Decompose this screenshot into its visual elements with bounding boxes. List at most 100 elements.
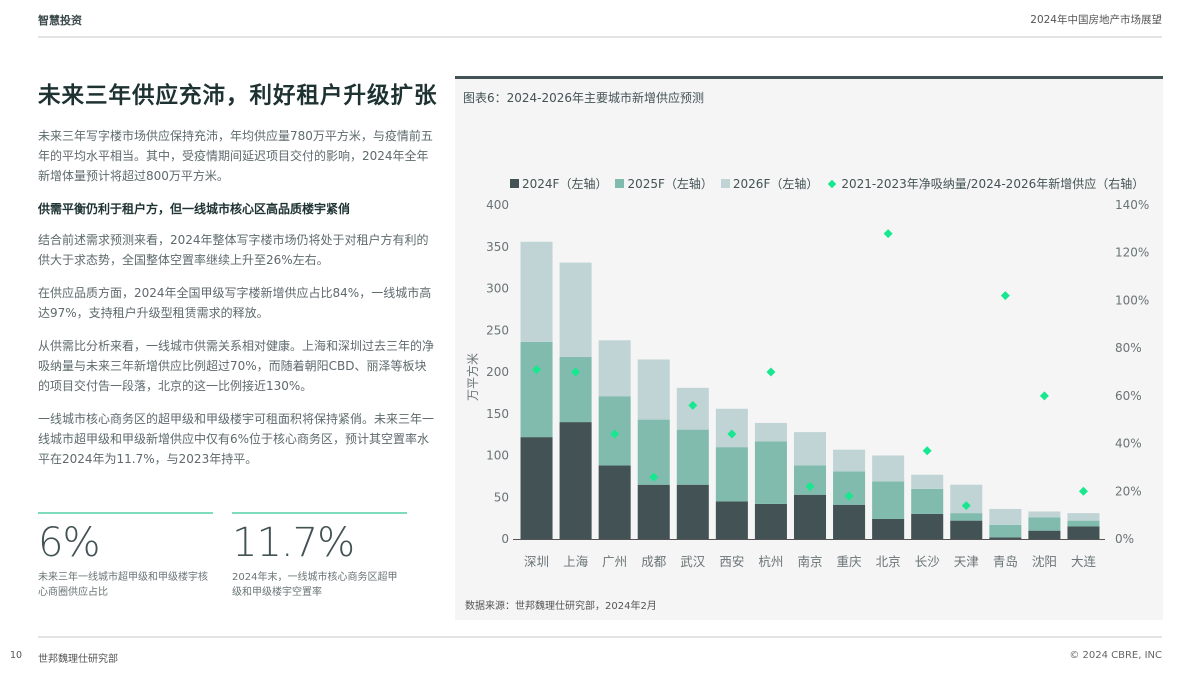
y-axis-tick: 200 bbox=[486, 365, 509, 379]
bar-segment bbox=[598, 340, 631, 397]
y-axis-tick: 350 bbox=[486, 240, 509, 254]
ratio-marker bbox=[532, 365, 542, 375]
x-axis-tick: 青岛 bbox=[993, 554, 1018, 569]
y-axis-tick: 50 bbox=[494, 490, 509, 504]
legend-swatch-icon bbox=[510, 179, 519, 188]
bar-segment bbox=[911, 488, 944, 514]
bar-segment bbox=[715, 408, 748, 448]
page-title: 未来三年供应充沛，利好租户升级扩张 bbox=[38, 83, 438, 109]
stat-value: 11.7% bbox=[232, 520, 355, 566]
subheading: 供需平衡仍利于租户方，但一线城市核心区高品质楼宇紧俏 bbox=[38, 202, 351, 216]
bar-segment bbox=[676, 484, 709, 539]
bar-segment bbox=[989, 508, 1022, 525]
bar-segment bbox=[989, 537, 1022, 539]
bar-segment bbox=[637, 484, 670, 539]
bar-segment bbox=[676, 429, 709, 485]
ratio-marker bbox=[766, 367, 776, 377]
x-axis-tick: 南京 bbox=[797, 554, 822, 569]
bar-segment bbox=[1028, 530, 1061, 539]
stat-core-supply-share: 6% 未来三年一线城市超甲级和甲级楼宇核心商圈供应占比 bbox=[38, 512, 213, 600]
stacked-bar-chart: 0 50 100 150 200 250 300 350 400 0% 20% 40% 60% 80% 10… bbox=[465, 198, 1149, 569]
ratio-marker bbox=[961, 501, 971, 511]
ratio-marker bbox=[1078, 486, 1088, 496]
y-axis-tick: 100 bbox=[486, 449, 509, 463]
bar-segment bbox=[754, 441, 787, 504]
ratio-marker bbox=[1039, 391, 1049, 401]
chart-title: 图表6：2024-2026年主要城市新增供应预测 bbox=[463, 91, 705, 105]
footer-org: 世邦魏理仕研究部 bbox=[38, 654, 118, 665]
bar-segment bbox=[872, 455, 905, 482]
legend-item-2026f: 2026F（左轴） bbox=[720, 175, 818, 192]
page-number: 10 bbox=[10, 650, 23, 661]
bar-segment bbox=[793, 494, 827, 539]
bar-segment bbox=[754, 503, 787, 539]
report-title: 2024年中国房地产市场展望 bbox=[1030, 14, 1162, 26]
y-axis-tick: 150 bbox=[486, 407, 509, 421]
bar-segment bbox=[1067, 526, 1100, 539]
bar-segment bbox=[559, 422, 592, 539]
legend-swatch-icon bbox=[615, 179, 625, 188]
stat-value: 6% bbox=[38, 520, 100, 566]
x-axis-tick: 杭州 bbox=[758, 554, 783, 569]
bar-segment bbox=[989, 524, 1022, 538]
bar-segment bbox=[950, 520, 983, 539]
stat-caption: 未来三年一线城市超甲级和甲级楼宇核心商圈供应占比 bbox=[38, 572, 208, 598]
x-axis-tick: 武汉 bbox=[680, 554, 706, 569]
y-axis-tick: 250 bbox=[486, 323, 509, 337]
bar-segment bbox=[1067, 520, 1100, 527]
y2-axis-tick: 20% bbox=[1115, 484, 1142, 498]
legend-item-2024f: 2024F（左轴） bbox=[510, 175, 607, 192]
bar-segment bbox=[1067, 513, 1100, 521]
chart-source: 数据来源：世邦魏理仕研究部，2024年2月 bbox=[465, 601, 657, 612]
x-axis-tick: 西安 bbox=[719, 554, 744, 569]
x-axis-tick: 长沙 bbox=[915, 554, 941, 569]
page-footer: 10 世邦魏理仕研究部 © 2024 CBRE, INC bbox=[10, 636, 1162, 665]
ratio-marker bbox=[1000, 291, 1010, 301]
chart-legend: 2024F（左轴） 2025F（左轴） 2026F（左轴） 2021-2023年… bbox=[510, 175, 1144, 192]
ratio-marker bbox=[649, 472, 659, 482]
ratio-marker bbox=[805, 482, 815, 492]
bar-segment bbox=[1028, 517, 1061, 531]
y2-axis-tick: 60% bbox=[1115, 389, 1142, 403]
bar-segment bbox=[833, 504, 866, 539]
y2-axis-tick: 40% bbox=[1115, 437, 1142, 451]
bar-segment bbox=[833, 449, 866, 472]
x-axis-tick: 成都 bbox=[641, 554, 667, 569]
bar-segment bbox=[754, 422, 787, 442]
bar-segment bbox=[637, 359, 670, 420]
legend-swatch-icon bbox=[720, 179, 730, 188]
body-text: 未来三年写字楼市场供应保持充沛，年均供应量780万平方米，与疫情前五年的平均水平… bbox=[38, 126, 438, 482]
stat-caption: 2024年末，一线城市核心商务区超甲级和甲级楼宇空置率 bbox=[232, 572, 398, 598]
bar-segment bbox=[520, 241, 553, 342]
x-axis-tick: 北京 bbox=[876, 554, 901, 569]
y2-axis-tick: 120% bbox=[1115, 246, 1149, 260]
y-axis-tick: 400 bbox=[486, 198, 509, 212]
bar-segment bbox=[911, 513, 944, 539]
x-axis-tick: 沈阳 bbox=[1032, 554, 1057, 569]
ratio-marker bbox=[883, 229, 893, 239]
ratio-marker bbox=[610, 429, 620, 439]
bar-segment bbox=[1028, 511, 1061, 518]
ratio-marker bbox=[727, 429, 737, 439]
paragraph: 未来三年写字楼市场供应保持充沛，年均供应量780万平方米，与疫情前五年的平均水平… bbox=[38, 129, 433, 183]
legend-item-ratio: 2021-2023年净吸纳量/2024-2026年新增供应（右轴） bbox=[826, 175, 1144, 192]
ratio-marker bbox=[922, 446, 932, 456]
y-axis-label: 万平方米 bbox=[465, 353, 480, 401]
x-axis-tick: 深圳 bbox=[524, 554, 549, 569]
paragraph: 一线城市核心商务区的超甲级和甲级楼宇可租面积将保持紧俏。未来三年一线城市超甲级和… bbox=[38, 412, 435, 466]
y2-axis-tick: 100% bbox=[1115, 293, 1149, 307]
section-label: 智慧投资 bbox=[38, 14, 82, 27]
paragraph: 从供需比分析来看，一线城市供需关系相对健康。上海和深圳过去三年的净吸纳量与未来三… bbox=[38, 339, 435, 393]
bar-segment bbox=[598, 465, 631, 539]
x-axis-tick: 天津 bbox=[954, 554, 979, 569]
bar-segment bbox=[559, 262, 592, 357]
copyright: © 2024 CBRE, INC bbox=[1069, 650, 1162, 661]
bar-segment bbox=[715, 501, 748, 539]
bar-segment bbox=[950, 513, 983, 521]
ratio-marker bbox=[688, 400, 698, 410]
x-axis-tick: 大连 bbox=[1071, 554, 1097, 569]
bar-segment bbox=[715, 447, 748, 502]
paragraph: 在供应品质方面，2024年全国甲级写字楼新增供应占比84%，一线城市高达97%，… bbox=[38, 286, 432, 320]
bar-segment bbox=[872, 481, 905, 519]
y2-axis-tick: 140% bbox=[1115, 198, 1149, 212]
